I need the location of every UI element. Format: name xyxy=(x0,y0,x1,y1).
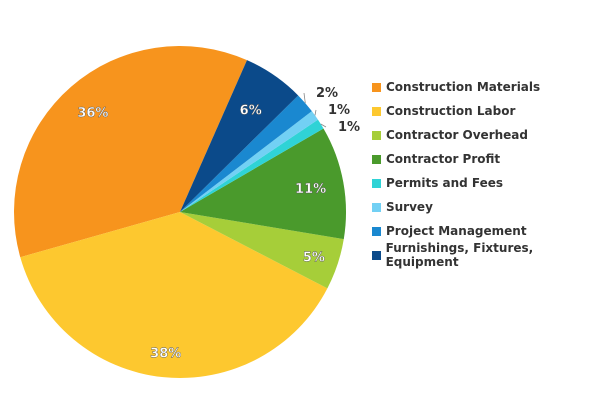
leader-line xyxy=(320,123,327,128)
data-label: 5% xyxy=(303,251,325,266)
pie-slice xyxy=(20,212,328,378)
pie-slice xyxy=(180,95,312,212)
legend-label: Construction Labor xyxy=(386,104,516,118)
legend-item: Permits and Fees xyxy=(372,171,600,195)
pie-slice xyxy=(180,128,346,240)
legend: Construction Materials Construction Labor… xyxy=(372,75,600,269)
legend-swatch xyxy=(372,226,381,236)
pie-slice xyxy=(180,60,299,212)
data-label: 6% xyxy=(240,104,262,119)
legend-item: Contractor Profit xyxy=(372,147,600,171)
legend-swatch xyxy=(372,82,381,92)
leader-line xyxy=(303,92,306,104)
legend-item: Construction Materials xyxy=(372,75,600,99)
legend-item: Survey xyxy=(372,195,600,219)
legend-swatch xyxy=(372,250,381,260)
legend-swatch xyxy=(372,106,381,116)
legend-label: Project Management xyxy=(386,224,527,238)
data-label: 1% xyxy=(328,103,350,118)
legend-label: Contractor Profit xyxy=(386,152,501,166)
data-label: 1% xyxy=(338,120,360,135)
legend-item: Construction Labor xyxy=(372,99,600,123)
legend-swatch xyxy=(372,202,381,212)
legend-label: Permits and Fees xyxy=(386,176,504,190)
legend-label: Contractor Overhead xyxy=(386,128,528,142)
legend-label: Furnishings, Fixtures, Equipment xyxy=(385,241,534,269)
data-label: 11% xyxy=(295,182,326,197)
data-label: 36% xyxy=(77,106,108,121)
pie-slice xyxy=(180,111,318,212)
leader-line xyxy=(314,109,317,116)
data-label: 38% xyxy=(150,346,181,361)
legend-swatch xyxy=(372,178,381,188)
pie-slice xyxy=(180,212,344,289)
legend-item: Project Management xyxy=(372,219,600,243)
legend-label: Construction Materials xyxy=(386,80,541,94)
legend-swatch xyxy=(372,130,381,140)
pie-slice xyxy=(14,46,247,258)
legend-item: Furnishings, Fixtures, Equipment xyxy=(372,241,600,269)
legend-item: Contractor Overhead xyxy=(372,123,600,147)
data-label: 2% xyxy=(316,86,338,101)
pie-slice xyxy=(180,119,324,212)
legend-label: Survey xyxy=(386,200,433,214)
legend-swatch xyxy=(372,154,381,164)
